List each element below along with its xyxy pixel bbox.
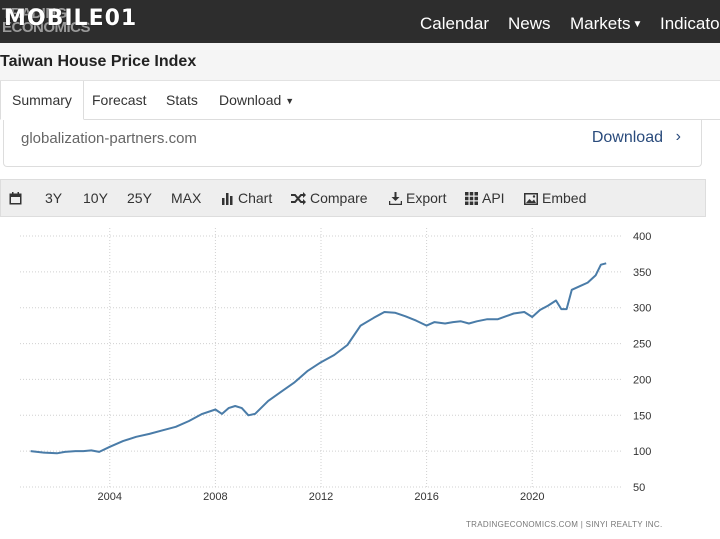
range-3y-button[interactable]: 3Y <box>45 180 62 216</box>
download-icon <box>388 192 403 206</box>
y-tick-label: 150 <box>633 410 651 422</box>
chart-credit: TRADINGECONOMICS.COM | SINYI REALTY INC. <box>466 520 663 529</box>
nav-calendar-label: Calendar <box>420 14 489 33</box>
caret-down-icon: ▼ <box>632 18 643 30</box>
embed-button[interactable]: Embed <box>524 180 586 216</box>
logo-line-1: TRADING <box>2 5 67 22</box>
range-10y-button[interactable]: 10Y <box>83 180 108 216</box>
watermark-text: MOBILE01 <box>4 6 138 31</box>
range-25y-label: 25Y <box>127 190 152 206</box>
image-icon <box>524 193 538 205</box>
line-chart-svg: 50 100 150 200 250 300 350 400 2004 2008 2012 2016 2… <box>20 228 651 503</box>
caret-down-icon: ▼ <box>285 95 295 106</box>
y-tick-label: 300 <box>633 303 651 315</box>
chevron-right-icon[interactable]: › <box>675 128 681 145</box>
nav-indicators-label: Indicato <box>660 14 720 33</box>
compare-button[interactable]: Compare <box>291 180 368 216</box>
tab-forecast[interactable]: Forecast <box>92 81 146 120</box>
y-tick-label: 100 <box>633 446 651 458</box>
range-max-label: MAX <box>171 190 202 206</box>
nav-news[interactable]: News <box>508 0 551 43</box>
site-logo[interactable]: TRADING ECONOMICS MOBILE01 <box>0 2 150 40</box>
x-tick-label: 2008 <box>203 491 227 503</box>
top-navbar: TRADING ECONOMICS MOBILE01 Calendar News… <box>0 0 720 43</box>
chart-toolbar: 3Y 10Y 25Y MAX Chart Compare Export API … <box>0 179 706 217</box>
nav-news-label: News <box>508 14 551 33</box>
page-title: Taiwan House Price Index <box>0 53 197 70</box>
chart-button[interactable]: Chart <box>221 180 272 216</box>
grid-icon <box>465 192 478 205</box>
tab-bar: Summary Forecast Stats Download ▼ <box>0 81 720 120</box>
range-max-button[interactable]: MAX <box>171 180 201 216</box>
tab-download[interactable]: Download ▼ <box>219 81 294 120</box>
compare-button-label: Compare <box>310 190 368 206</box>
api-button[interactable]: API <box>465 180 505 216</box>
nav-calendar[interactable]: Calendar <box>420 0 489 43</box>
y-tick-label: 400 <box>633 231 651 243</box>
range-10y-label: 10Y <box>83 190 108 206</box>
y-tick-label: 350 <box>633 267 651 279</box>
range-25y-button[interactable]: 25Y <box>127 180 152 216</box>
calendar-icon <box>9 192 22 205</box>
y-tick-label: 250 <box>633 339 651 351</box>
y-tick-label: 200 <box>633 374 651 386</box>
api-button-label: API <box>482 190 505 206</box>
series-line <box>30 262 607 455</box>
tab-forecast-label: Forecast <box>92 92 147 108</box>
nav-markets[interactable]: Markets ▼ <box>570 0 642 43</box>
x-tick-label: 2004 <box>98 491 122 503</box>
export-button-label: Export <box>406 190 447 206</box>
tab-summary[interactable]: Summary <box>0 81 84 120</box>
tab-download-label: Download <box>219 92 282 108</box>
tab-stats-label: Stats <box>166 92 198 108</box>
source-box: globalization-partners.com Download › <box>3 120 702 167</box>
tab-stats[interactable]: Stats <box>166 81 198 120</box>
source-text: globalization-partners.com <box>21 130 197 147</box>
x-tick-label: 2012 <box>309 491 333 503</box>
shuffle-icon <box>291 192 306 205</box>
title-bar: Taiwan House Price Index <box>0 43 720 81</box>
tab-summary-label: Summary <box>12 92 72 108</box>
source-download-link[interactable]: Download <box>591 129 663 146</box>
bar-chart-icon <box>222 193 233 205</box>
price-index-chart: 50 100 150 200 250 300 350 400 2004 2008 2012 2016 2… <box>0 218 720 539</box>
nav-markets-label: Markets <box>570 14 631 33</box>
embed-button-label: Embed <box>542 190 587 206</box>
calendar-button[interactable] <box>9 180 26 216</box>
chart-button-label: Chart <box>238 190 273 206</box>
x-tick-label: 2016 <box>414 491 438 503</box>
logo-line-2: ECONOMICS <box>2 19 91 36</box>
x-tick-label: 2020 <box>520 491 544 503</box>
y-tick-label: 50 <box>633 482 645 494</box>
nav-indicators[interactable]: Indicato <box>660 0 720 43</box>
export-button[interactable]: Export <box>388 180 447 216</box>
range-3y-label: 3Y <box>45 190 63 206</box>
